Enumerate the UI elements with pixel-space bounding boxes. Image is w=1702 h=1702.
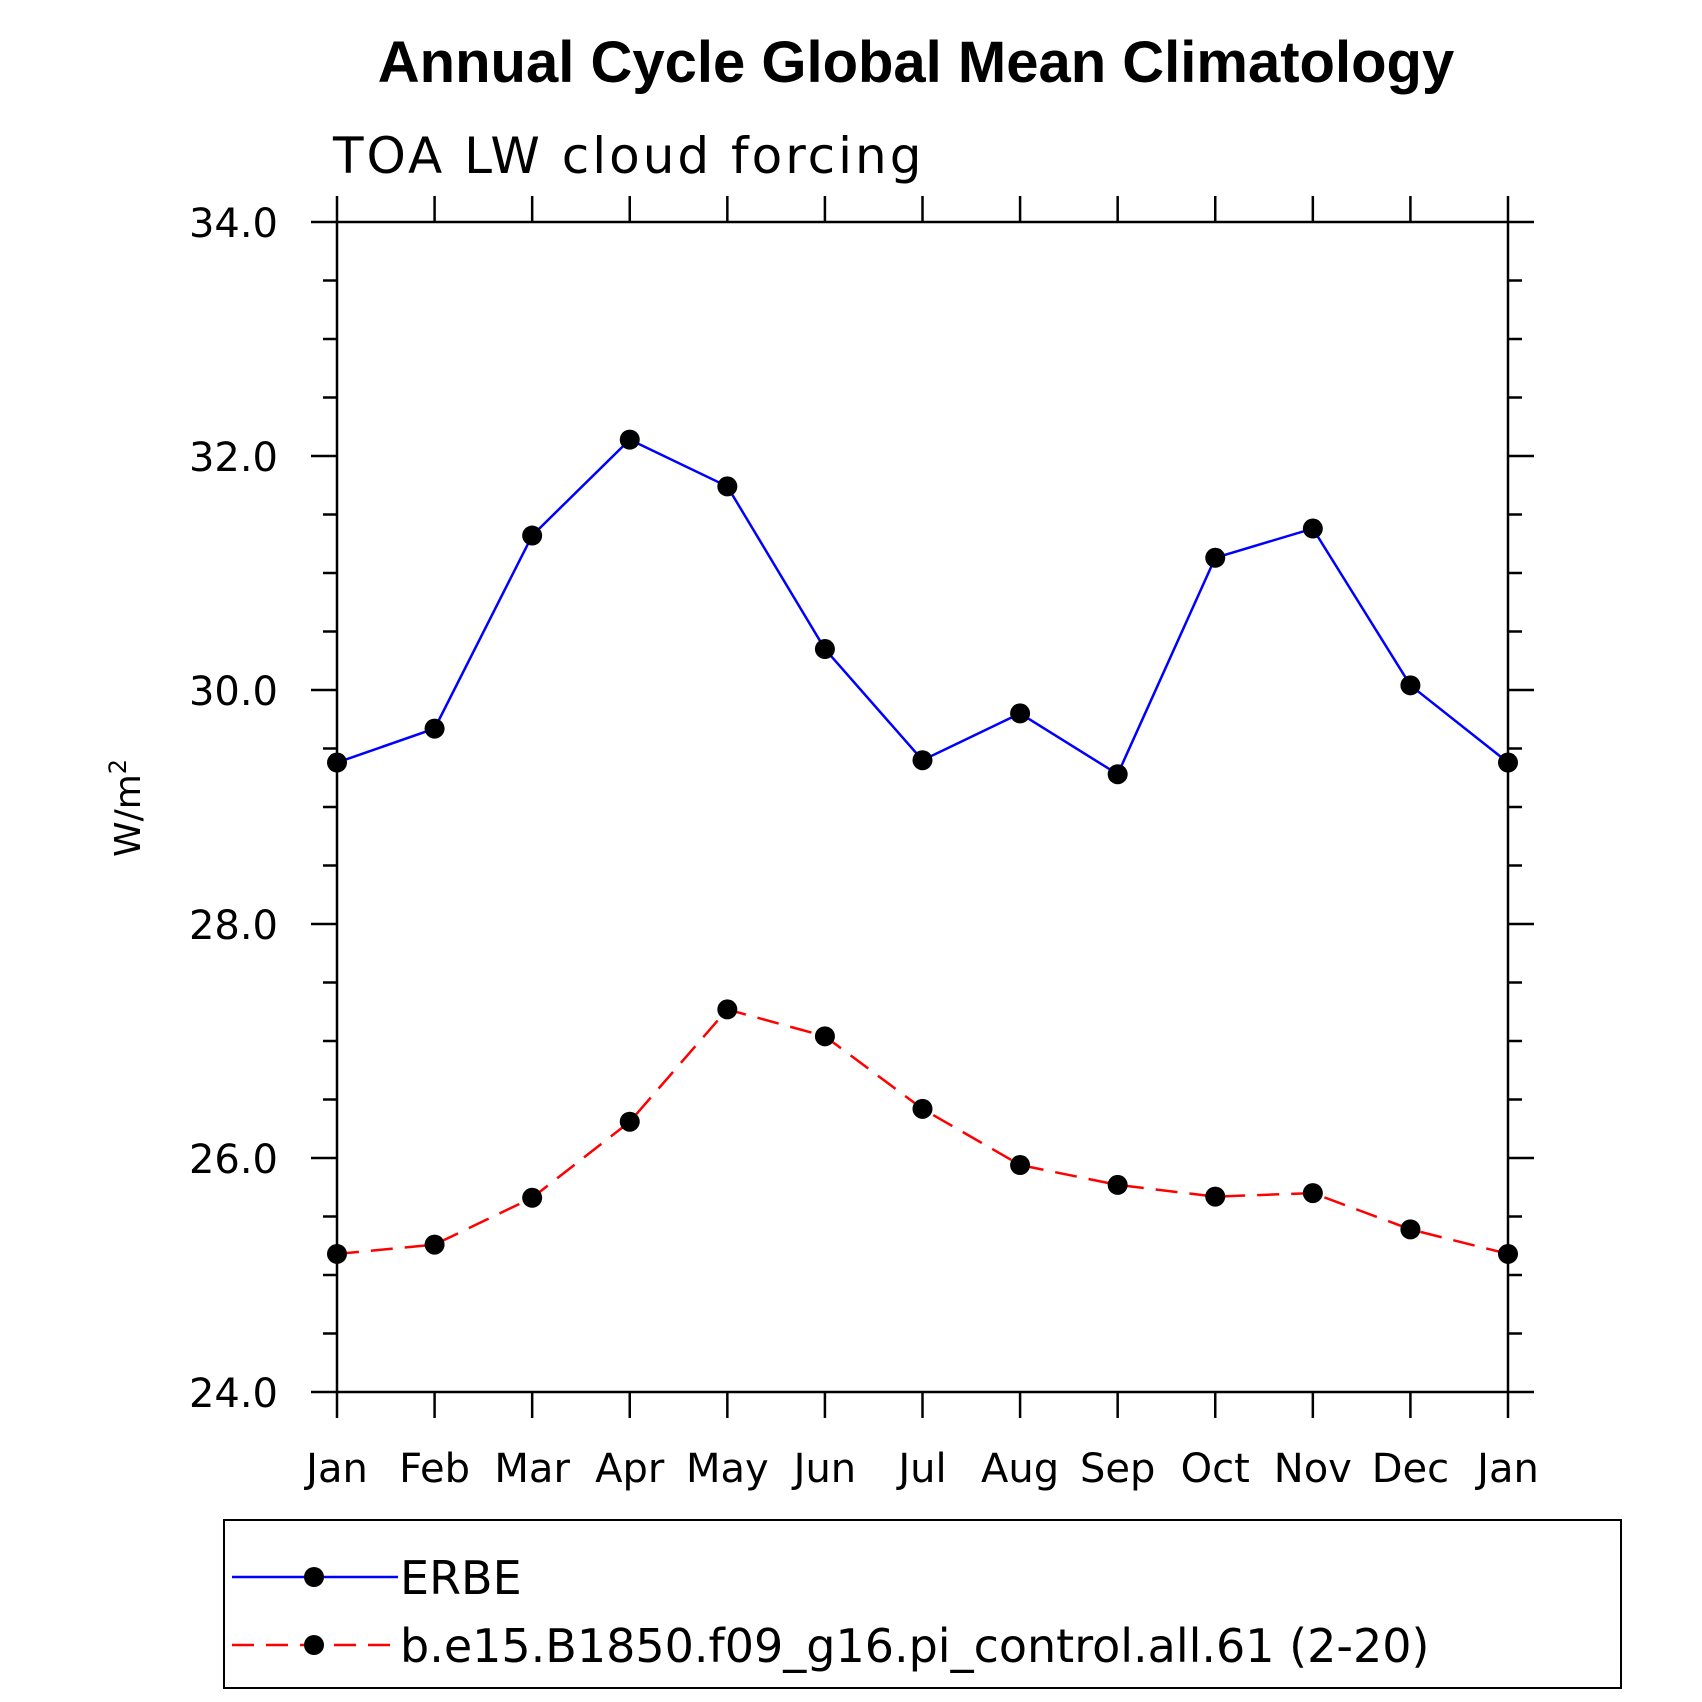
data-point [1302, 1183, 1323, 1204]
x-tick-label: Jul [895, 1446, 946, 1492]
data-point [619, 429, 640, 450]
data-point [814, 639, 835, 660]
legend: ERBE b.e15.B1850.f09_g16.pi_control.all.6… [223, 1519, 1622, 1689]
y-tick-label: 30.0 [189, 669, 278, 715]
data-point [717, 999, 738, 1020]
legend-box [223, 1519, 1622, 1689]
x-tick-label: May [686, 1446, 769, 1492]
x-tick-labels: Jan Feb Mar Apr May Jun Jul Aug Sep Oct Nov Dec Jan [303, 1446, 1539, 1492]
x-tick-label: Jun [791, 1446, 857, 1492]
y-axis-label: W/m [108, 774, 149, 857]
x-tick-label: Mar [494, 1446, 570, 1492]
plot-frame [335, 220, 1510, 1394]
y-tick-label: 28.0 [189, 903, 278, 949]
y-tick-label: 24.0 [189, 1371, 278, 1417]
y-tick-labels: 24.0 26.0 28.0 30.0 32.0 34.0 [189, 201, 278, 1417]
data-point [1205, 1186, 1226, 1207]
x-tick-label: Oct [1181, 1446, 1250, 1492]
data-point [522, 525, 543, 546]
series-1 [327, 429, 1518, 785]
chart-title: Annual Cycle Global Mean Climatology [378, 30, 1454, 95]
legend-label: ERBE [400, 1551, 522, 1605]
data-point [1400, 675, 1421, 696]
data-point [912, 1098, 933, 1119]
x-tick-label: Sep [1080, 1446, 1155, 1492]
data-point [1010, 1155, 1031, 1176]
data-point [619, 1111, 640, 1132]
data-point [327, 1243, 347, 1264]
y-axis-title: W/m2 [104, 759, 149, 857]
legend-marker [304, 1567, 324, 1587]
data-point [814, 1026, 835, 1047]
y-tick-label: 26.0 [189, 1137, 278, 1183]
x-tick-label: Aug [981, 1446, 1059, 1492]
data-point [1107, 764, 1128, 785]
data-point [1302, 518, 1323, 539]
legend-marker [304, 1635, 324, 1655]
axis-ticks [311, 196, 1534, 1418]
data-point [424, 718, 445, 739]
data-point [1010, 703, 1031, 724]
series-line [336, 1007, 1509, 1256]
data-point [1498, 752, 1518, 773]
data-point [424, 1234, 445, 1255]
legend-entry: b.e15.B1850.f09_g16.pi_control.all.61 (2… [232, 1619, 1429, 1673]
data-point [1205, 547, 1226, 568]
data-point [1107, 1174, 1128, 1195]
legend-entry: ERBE [232, 1551, 522, 1605]
series-line [336, 438, 1509, 777]
data-point [327, 752, 347, 773]
data-point [522, 1187, 543, 1208]
x-tick-label: Jan [1474, 1446, 1539, 1492]
x-tick-label: Nov [1274, 1446, 1352, 1492]
y-tick-label: 32.0 [189, 435, 278, 481]
data-point [1400, 1219, 1421, 1240]
plot-border [335, 220, 1510, 1394]
series-layer [327, 429, 1518, 1264]
x-tick-label: Dec [1372, 1446, 1449, 1492]
svg-text:W/m2: W/m2 [104, 759, 149, 857]
data-point [717, 476, 738, 497]
y-axis-label-exponent: 2 [104, 759, 132, 774]
chart-subtitle: TOA LW cloud forcing [332, 127, 924, 185]
x-tick-label: Jan [303, 1446, 368, 1492]
x-tick-label: Apr [595, 1446, 665, 1492]
legend-label: b.e15.B1850.f09_g16.pi_control.all.61 (2… [400, 1619, 1429, 1673]
series-2 [327, 999, 1518, 1264]
y-tick-label: 34.0 [189, 201, 278, 247]
data-point [912, 750, 933, 771]
x-tick-label: Feb [399, 1446, 470, 1492]
data-point [1498, 1243, 1518, 1264]
